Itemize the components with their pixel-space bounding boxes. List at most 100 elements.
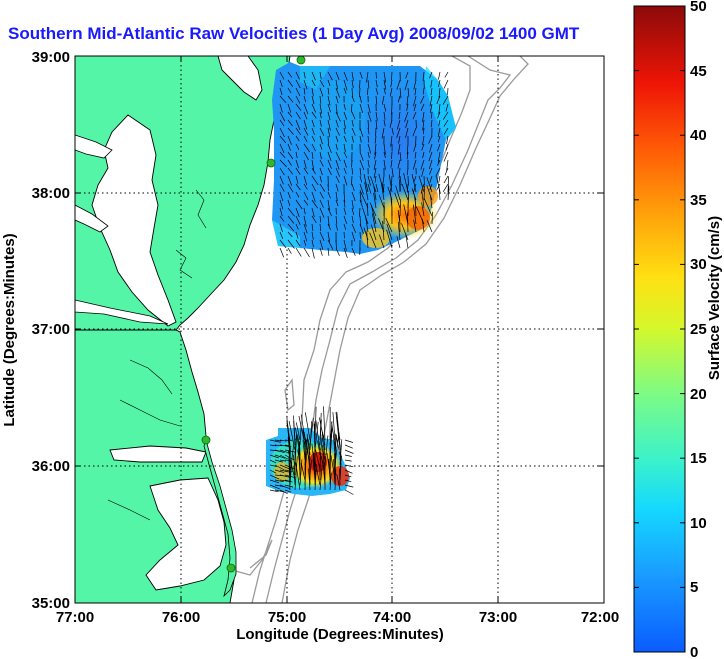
velocity-vector <box>373 167 377 179</box>
velocity-vector <box>279 79 283 87</box>
velocity-vector <box>327 231 330 242</box>
velocity-vector <box>374 151 377 160</box>
velocity-vector <box>295 247 302 257</box>
velocity-vector <box>287 143 291 151</box>
velocity-vector <box>303 175 308 186</box>
velocity-vector <box>405 119 409 129</box>
velocity-vector <box>287 111 293 118</box>
velocity-vector <box>317 440 321 456</box>
velocity-vector <box>295 87 301 97</box>
velocity-vector <box>366 231 369 249</box>
station-marker <box>226 563 236 573</box>
velocity-vector <box>279 95 287 104</box>
velocity-vector <box>303 191 309 201</box>
delaware-bay <box>217 56 263 101</box>
velocity-vector <box>334 469 337 491</box>
velocity-vector <box>288 421 296 451</box>
velocity-vector <box>403 173 409 193</box>
velocity-vector <box>308 439 311 456</box>
velocity-vector <box>413 79 417 90</box>
velocity-vector <box>359 71 363 79</box>
velocity-vector <box>407 212 409 233</box>
velocity-vector <box>303 95 306 102</box>
velocity-vector <box>295 119 301 130</box>
velocity-vector <box>335 223 338 231</box>
velocity-vector <box>359 189 369 209</box>
velocity-vector <box>274 464 285 471</box>
velocity-vector <box>274 459 283 463</box>
velocity-vector <box>396 79 401 90</box>
outer-banks <box>203 438 237 598</box>
velocity-vector <box>295 151 298 158</box>
velocity-vector <box>339 463 342 481</box>
velocity-vector <box>295 199 303 210</box>
velocity-vector <box>438 79 441 87</box>
velocity-vector <box>287 119 293 127</box>
velocity-vector <box>274 469 285 473</box>
velocity-vector <box>289 442 295 476</box>
velocity-vector <box>397 143 401 155</box>
velocity-vector <box>428 159 433 170</box>
velocity-vector <box>406 167 409 176</box>
velocity-vector <box>303 103 309 115</box>
plot-area <box>75 56 604 603</box>
velocity-vector <box>284 484 294 488</box>
velocity-vector <box>274 489 284 493</box>
velocity-vector <box>311 143 316 152</box>
albemarle-sound <box>109 445 207 463</box>
velocity-vector <box>399 151 402 162</box>
velocity-vector <box>429 143 433 153</box>
velocity-vector <box>351 247 356 256</box>
velocity-vector <box>274 439 282 442</box>
velocity-vector <box>343 223 347 230</box>
velocity-vector <box>412 127 417 137</box>
velocity-vector <box>343 239 347 251</box>
velocity-vector <box>395 185 401 201</box>
velocity-vector <box>367 175 371 186</box>
velocity-vector <box>319 111 322 119</box>
velocity-vector <box>388 174 393 193</box>
velocity-vector <box>295 191 300 198</box>
velocity-vector <box>438 103 441 115</box>
velocity-vector <box>319 127 325 137</box>
colorbar-label: Surface Velocity (cm/s) <box>706 216 723 380</box>
velocity-vector <box>343 151 348 159</box>
velocity-vector <box>308 468 311 491</box>
velocity-vector <box>383 71 387 83</box>
velocity-vector <box>386 229 393 249</box>
velocity-vector <box>279 175 284 185</box>
velocity-vector <box>335 191 338 202</box>
x-tick-label: 73:00 <box>479 609 517 626</box>
velocity-vector <box>382 175 385 186</box>
velocity-vector <box>303 167 309 175</box>
velocity-vector <box>279 103 283 113</box>
velocity-vector <box>279 474 291 478</box>
velocity-vector <box>324 435 329 466</box>
velocity-vector <box>414 197 417 217</box>
velocity-vector <box>339 439 343 466</box>
velocity-vector <box>335 151 341 162</box>
velocity-vector <box>327 111 331 121</box>
velocity-vector <box>344 469 353 474</box>
velocity-vector <box>274 454 286 459</box>
colorbar-tick-label: 50 <box>690 0 707 15</box>
x-axis-label: Longitude (Degrees:Minutes) <box>236 626 444 643</box>
velocity-vector <box>295 111 301 120</box>
velocity-vector <box>302 429 306 451</box>
velocity-vector <box>399 183 401 191</box>
velocity-vector <box>423 175 425 186</box>
velocity-vector <box>269 439 281 443</box>
velocity-vector <box>327 159 332 169</box>
velocity-vector <box>411 173 417 193</box>
velocity-vector <box>327 119 331 131</box>
velocity-vector <box>405 71 409 79</box>
velocity-vector <box>422 119 425 131</box>
velocity-vector <box>279 167 285 176</box>
velocity-vector <box>311 127 315 135</box>
velocity-vector <box>311 111 317 119</box>
velocity-vector <box>323 435 326 451</box>
velocity-vector <box>405 234 409 249</box>
velocity-vector <box>373 159 377 170</box>
velocity-vector <box>329 455 331 486</box>
velocity-vector <box>343 247 348 259</box>
